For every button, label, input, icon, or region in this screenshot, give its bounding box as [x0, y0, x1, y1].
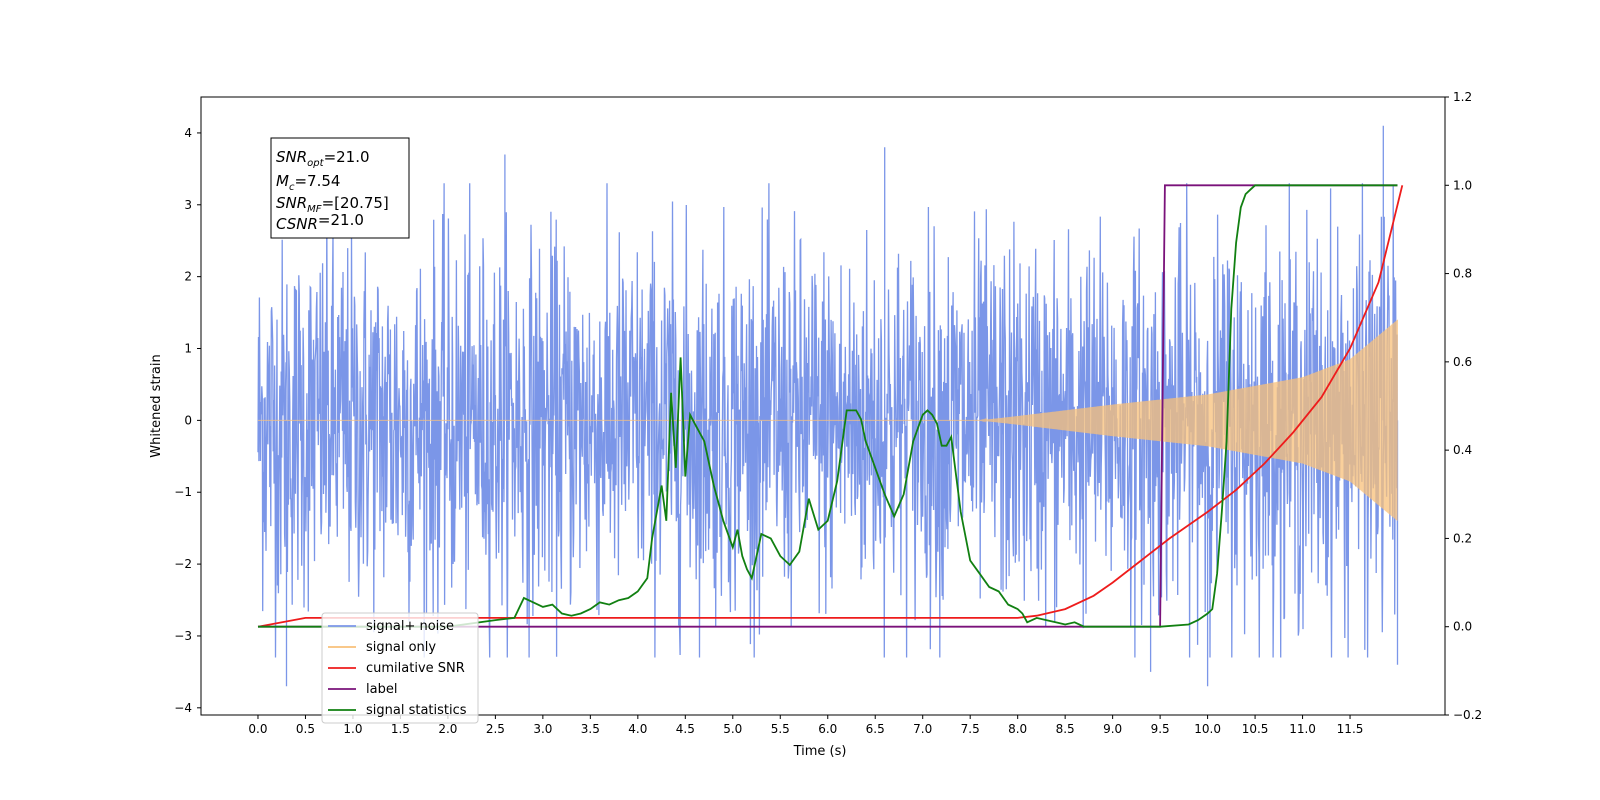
- y-tick-label: −3: [174, 629, 192, 643]
- series-layer: [257, 125, 1404, 687]
- x-tick-label: 9.5: [1151, 722, 1170, 736]
- x-tick-label: 10.0: [1194, 722, 1221, 736]
- y-tick-label: 2: [184, 270, 192, 284]
- x-tick-label: 7.5: [961, 722, 980, 736]
- y-axis-left: 4 3 2 1 0 −1 −2 −3 −4: [174, 126, 201, 715]
- y2-tick-label: 0.2: [1453, 531, 1472, 545]
- y-tick-label: 3: [184, 198, 192, 212]
- annotation-line-3: SNRMF=[20.75]: [276, 194, 389, 215]
- x-tick-label: 7.0: [913, 722, 932, 736]
- annotation-line-2: Mc=7.54: [276, 172, 340, 193]
- x-tick-label: 3.5: [581, 722, 600, 736]
- legend-entry: signal+ noise: [366, 619, 454, 634]
- y2-tick-label: 0.8: [1453, 267, 1472, 281]
- x-tick-label: 1.0: [343, 722, 362, 736]
- y-axis-label: Whitened strain: [149, 354, 164, 457]
- series-cumulative-snr: [257, 185, 1404, 628]
- y2-tick-label: 0.6: [1453, 355, 1472, 369]
- legend-frame: [321, 612, 479, 724]
- x-tick-label: 10.5: [1242, 722, 1269, 736]
- x-tick-label: 2.0: [438, 722, 457, 736]
- y2-tick-label: 1.0: [1453, 178, 1472, 192]
- plot-frame: [200, 96, 1446, 716]
- series-signal-statistics: [258, 184, 1398, 628]
- y-tick-label: −1: [174, 485, 192, 499]
- y2-tick-label: −0.2: [1453, 708, 1482, 722]
- series-signal-noise: [257, 125, 1399, 687]
- legend-entry: signal statistics: [366, 703, 467, 718]
- x-tick-label: 5.0: [723, 722, 742, 736]
- x-tick-label: 2.5: [486, 722, 505, 736]
- annotation-line-4: CSNR=21.0: [276, 211, 364, 233]
- x-axis-label: Time (s): [793, 744, 847, 759]
- legend: signal+ noise signal only cumilative SNR la…: [321, 612, 479, 724]
- y2-tick-label: 0.0: [1453, 620, 1472, 634]
- x-tick-label: 11.0: [1289, 722, 1316, 736]
- x-axis: 0.0 0.5 1.0 1.5 2.0 2.5 3.0 3.5 4.0 4.5 5.0 5.5 6.0 6…: [248, 715, 1363, 736]
- y2-tick-label: 0.4: [1453, 443, 1472, 457]
- x-tick-label: 0.5: [296, 722, 315, 736]
- x-tick-label: 4.0: [628, 722, 647, 736]
- x-tick-label: 6.5: [866, 722, 885, 736]
- x-tick-label: 4.5: [676, 722, 695, 736]
- x-tick-label: 9.0: [1103, 722, 1122, 736]
- x-tick-label: 8.0: [1008, 722, 1027, 736]
- y-tick-label: −4: [174, 701, 192, 715]
- legend-entry: cumilative SNR: [366, 661, 465, 676]
- x-tick-label: 11.5: [1337, 722, 1364, 736]
- legend-entry: signal only: [366, 640, 436, 655]
- y-tick-label: −2: [174, 557, 192, 571]
- x-tick-label: 6.0: [818, 722, 837, 736]
- stats-annotation: SNRopt=21.0 Mc=7.54 SNRMF=[20.75] CSNR=2…: [270, 137, 410, 239]
- y-tick-label: 0: [184, 413, 192, 427]
- x-tick-label: 5.5: [771, 722, 790, 736]
- x-tick-label: 8.5: [1056, 722, 1075, 736]
- y-tick-label: 4: [184, 126, 192, 140]
- legend-entry: label: [366, 682, 397, 697]
- series-signal-only: [258, 319, 1398, 521]
- y-tick-label: 1: [184, 342, 192, 356]
- x-tick-label: 3.0: [533, 722, 552, 736]
- x-tick-label: 1.5: [391, 722, 410, 736]
- x-tick-label: 0.0: [248, 722, 267, 736]
- annotation-line-1: SNRopt=21.0: [276, 148, 370, 169]
- y2-tick-label: 1.2: [1453, 90, 1472, 104]
- y-axis-right: 1.2 1.0 0.8 0.6 0.4 0.2 0.0 −0.2: [1445, 90, 1482, 722]
- annotation-frame: [270, 137, 410, 239]
